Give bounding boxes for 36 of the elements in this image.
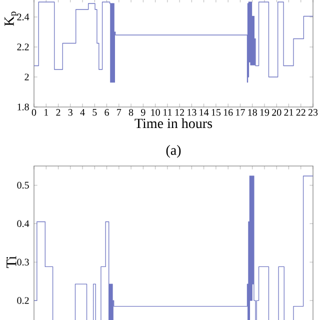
x-tick-label: 17 (236, 109, 245, 116)
x-tick-label: 10 (151, 109, 160, 116)
x-tick-label: 3 (68, 109, 72, 116)
y-tick-label: 0.3 (17, 258, 29, 266)
x-tick-label: 1 (44, 109, 48, 116)
x-tick-label: 8 (128, 109, 134, 116)
y-tick-label: 2 (24, 74, 29, 80)
x-tick-label: 5 (92, 109, 97, 116)
x-tick-label: 19 (260, 109, 270, 116)
x-tick-label: 7 (117, 109, 122, 116)
x-tick-label: 2 (56, 109, 60, 116)
x-tick-label: 22 (296, 109, 306, 116)
y-tick-label: 0.5 (17, 182, 29, 189)
y-tick-label: 1.8 (18, 104, 29, 110)
x-axis-title: Time in hours (134, 118, 212, 128)
x-tick-label: 21 (284, 109, 294, 116)
x-tick-label: 18 (248, 109, 257, 116)
x-tick-label: 23 (308, 109, 318, 116)
x-tick-label: 4 (80, 109, 85, 116)
y-tick-label: 0.2 (17, 297, 29, 304)
x-tick-label: 9 (140, 109, 146, 116)
x-tick-label: 16 (224, 109, 233, 116)
y-tick-label: 2.4 (17, 14, 30, 20)
x-tick-label: 0 (32, 109, 36, 116)
y-axis-title: K$_{p}$ (4, 12, 18, 26)
x-tick-label: 12 (175, 109, 184, 116)
x-tick-label: 6 (104, 109, 109, 116)
y-tick-label: 0.4 (17, 220, 30, 228)
y-tick-label: 2.2 (17, 44, 29, 50)
x-tick-label: 11 (164, 109, 172, 116)
x-tick-label: 20 (272, 109, 282, 116)
text: (a) (166, 145, 181, 158)
x-tick-label: 14 (200, 109, 209, 116)
x-tick-label: 15 (212, 109, 221, 116)
x-tick-label: 13 (188, 109, 196, 116)
y-axis-title: Ti (6, 256, 16, 268)
